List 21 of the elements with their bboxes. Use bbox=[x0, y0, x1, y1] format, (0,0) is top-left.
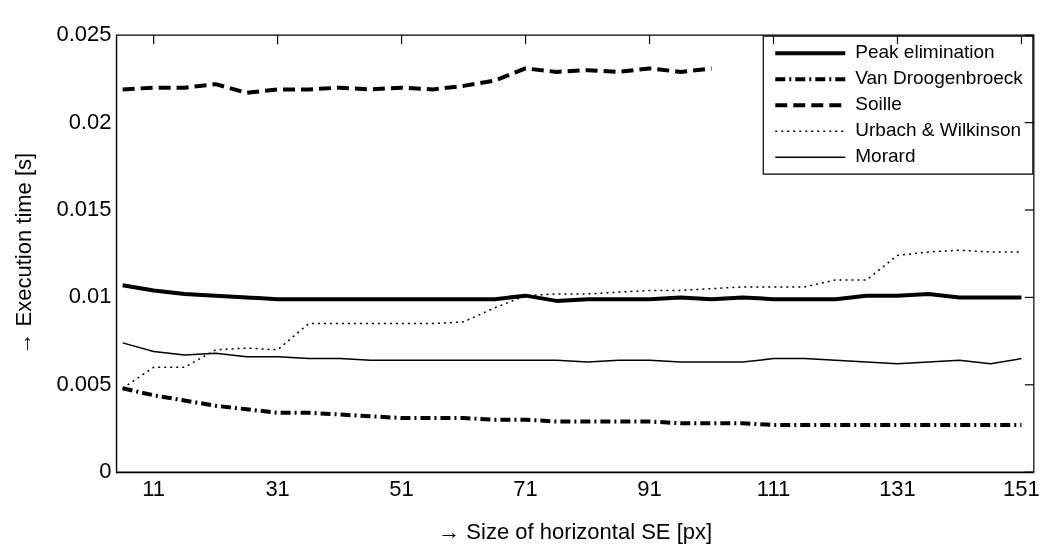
y-tick-label: 0.01 bbox=[68, 283, 112, 309]
x-tick-label: 31 bbox=[265, 476, 290, 502]
y-tick-label: 0 bbox=[99, 458, 112, 484]
x-tick-label: 11 bbox=[142, 476, 166, 502]
x-tick-label: 51 bbox=[389, 476, 414, 502]
legend-label: Morard bbox=[855, 145, 916, 167]
legend-label: Urbach & Wilkinson bbox=[855, 119, 1022, 141]
x-tick-label: 91 bbox=[637, 476, 662, 502]
x-tick-label: 151 bbox=[1003, 476, 1040, 502]
x-tick-label: 131 bbox=[879, 476, 916, 502]
x-tick-label: 71 bbox=[513, 476, 538, 502]
y-tick-label: 0.025 bbox=[56, 21, 112, 47]
x-axis-title: → Size of horizontal SE [px] bbox=[438, 518, 713, 544]
y-tick-label: 0.015 bbox=[56, 196, 112, 222]
legend-label: Peak elimination bbox=[855, 41, 995, 63]
x-tick-label: 111 bbox=[756, 476, 791, 502]
legend-label: Van Droogenbroeck bbox=[855, 67, 1024, 89]
y-tick-label: 0.02 bbox=[68, 108, 112, 134]
y-axis-title: → Execution time [s] bbox=[11, 152, 37, 355]
y-tick-label: 0.005 bbox=[56, 370, 112, 396]
legend-label: Soille bbox=[855, 93, 902, 115]
